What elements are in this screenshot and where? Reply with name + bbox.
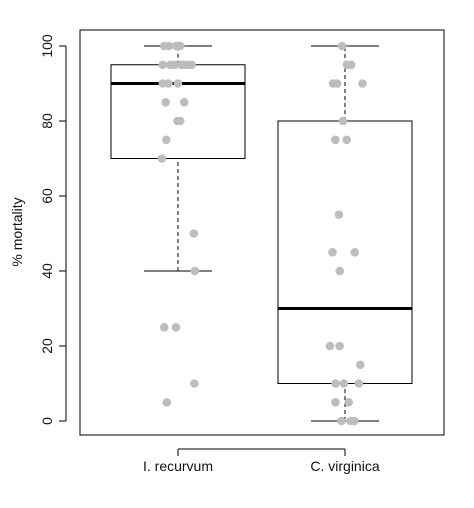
data-point [190,379,199,388]
data-point [331,379,340,388]
data-point [158,60,168,70]
data-point [325,341,335,351]
data-point [179,60,188,70]
box-iqr [110,64,246,159]
data-point [339,379,349,388]
y-tick-label: 80 [39,113,55,129]
data-point [331,135,340,145]
data-point [337,41,347,51]
data-point [337,416,346,426]
data-point [346,416,355,426]
x-tick-label: I. recurvum [143,458,213,474]
data-point [171,323,181,332]
data-point [179,98,189,107]
data-point [334,210,344,219]
data-point [335,266,345,276]
data-point [328,248,337,257]
box-iqr [277,120,413,384]
data-point [189,229,199,238]
x-tick-label: C. virginica [310,458,379,474]
y-axis-title: % mortality [9,197,25,266]
data-point [173,41,183,51]
data-point [190,266,200,276]
data-point [162,135,171,145]
data-point [164,79,173,88]
y-tick-label: 100 [39,34,55,58]
data-point [350,248,360,257]
x-axis: I. recurvum C. virginica [143,448,380,474]
y-tick-label: 60 [39,188,55,204]
data-point [356,360,365,370]
data-point [161,98,170,107]
data-point [338,116,348,126]
data-point [173,79,183,88]
data-point [160,323,169,332]
y-axis: 0 20 40 60 80 100 [39,34,67,425]
data-point [162,398,172,407]
box-group [277,45,413,422]
data-point [328,79,338,88]
data-point [164,41,174,51]
data-point [344,398,354,407]
point-layer [157,41,367,426]
data-point [335,341,344,351]
data-point [331,398,340,407]
y-tick-label: 40 [39,263,55,279]
data-point [354,379,364,388]
y-tick-label: 0 [39,417,55,425]
box-layer [110,45,413,422]
data-point [173,116,182,126]
data-point [342,135,352,145]
data-point [358,79,367,88]
data-point [165,60,175,70]
y-tick-label: 20 [39,338,55,354]
plot-frame [79,29,445,436]
data-point [346,60,356,70]
data-point [157,154,167,163]
